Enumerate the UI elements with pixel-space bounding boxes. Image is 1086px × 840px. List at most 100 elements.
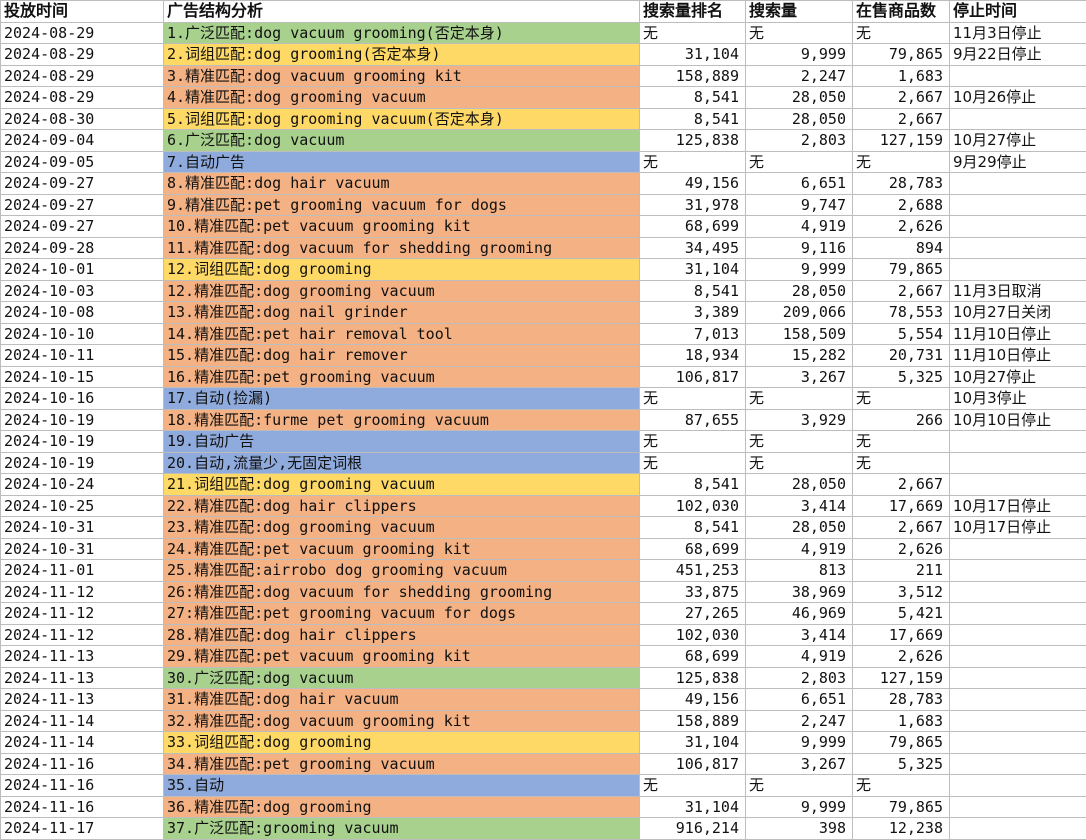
cell-ad-structure[interactable]: 12.词组匹配:dog grooming	[164, 259, 640, 281]
cell-stop-time[interactable]	[950, 732, 1086, 754]
cell-ad-structure[interactable]: 14.精准匹配:pet hair removal tool	[164, 323, 640, 345]
cell-goods-count[interactable]: 5,421	[853, 603, 950, 625]
cell-date[interactable]: 2024-10-19	[1, 409, 164, 431]
cell-stop-time[interactable]	[950, 603, 1086, 625]
cell-date[interactable]: 2024-08-29	[1, 87, 164, 109]
cell-goods-count[interactable]: 78,553	[853, 302, 950, 324]
cell-search-rank[interactable]: 无	[640, 22, 746, 44]
cell-date[interactable]: 2024-11-17	[1, 818, 164, 840]
cell-date[interactable]: 2024-08-29	[1, 65, 164, 87]
cell-goods-count[interactable]: 无	[853, 388, 950, 410]
cell-ad-structure[interactable]: 19.自动广告	[164, 431, 640, 453]
cell-date[interactable]: 2024-09-04	[1, 130, 164, 152]
cell-search-volume[interactable]: 398	[746, 818, 853, 840]
cell-search-volume[interactable]: 3,414	[746, 495, 853, 517]
cell-ad-structure[interactable]: 36.精准匹配:dog grooming	[164, 796, 640, 818]
cell-search-volume[interactable]: 2,247	[746, 710, 853, 732]
cell-search-rank[interactable]: 68,699	[640, 538, 746, 560]
cell-ad-structure[interactable]: 15.精准匹配:dog hair remover	[164, 345, 640, 367]
cell-search-volume[interactable]: 38,969	[746, 581, 853, 603]
cell-ad-structure[interactable]: 1.广泛匹配:dog vacuum grooming(否定本身)	[164, 22, 640, 44]
header-search-volume[interactable]: 搜索量	[746, 1, 853, 23]
cell-search-volume[interactable]: 4,919	[746, 538, 853, 560]
cell-ad-structure[interactable]: 9.精准匹配:pet grooming vacuum for dogs	[164, 194, 640, 216]
cell-ad-structure[interactable]: 2.词组匹配:dog grooming(否定本身)	[164, 44, 640, 66]
cell-date[interactable]: 2024-08-29	[1, 44, 164, 66]
cell-goods-count[interactable]: 2,626	[853, 538, 950, 560]
cell-stop-time[interactable]	[950, 194, 1086, 216]
cell-search-volume[interactable]: 28,050	[746, 517, 853, 539]
header-search-rank[interactable]: 搜索量排名	[640, 1, 746, 23]
cell-stop-time[interactable]: 11月3日取消	[950, 280, 1086, 302]
cell-stop-time[interactable]	[950, 431, 1086, 453]
cell-search-rank[interactable]: 31,104	[640, 44, 746, 66]
header-ad-structure[interactable]: 广告结构分析	[164, 1, 640, 23]
cell-date[interactable]: 2024-11-12	[1, 624, 164, 646]
cell-ad-structure[interactable]: 28.精准匹配:dog hair clippers	[164, 624, 640, 646]
cell-ad-structure[interactable]: 22.精准匹配:dog hair clippers	[164, 495, 640, 517]
cell-search-volume[interactable]: 2,247	[746, 65, 853, 87]
cell-search-rank[interactable]: 34,495	[640, 237, 746, 259]
cell-date[interactable]: 2024-10-24	[1, 474, 164, 496]
cell-ad-structure[interactable]: 5.词组匹配:dog grooming vacuum(否定本身)	[164, 108, 640, 130]
cell-goods-count[interactable]: 2,667	[853, 280, 950, 302]
cell-ad-structure[interactable]: 16.精准匹配:pet grooming vacuum	[164, 366, 640, 388]
cell-date[interactable]: 2024-11-12	[1, 603, 164, 625]
header-stop-time[interactable]: 停止时间	[950, 1, 1086, 23]
cell-stop-time[interactable]: 10月27停止	[950, 366, 1086, 388]
cell-goods-count[interactable]: 无	[853, 151, 950, 173]
cell-search-rank[interactable]: 8,541	[640, 474, 746, 496]
cell-ad-structure[interactable]: 31.精准匹配:dog hair vacuum	[164, 689, 640, 711]
cell-date[interactable]: 2024-11-01	[1, 560, 164, 582]
cell-search-volume[interactable]: 6,651	[746, 689, 853, 711]
cell-goods-count[interactable]: 1,683	[853, 65, 950, 87]
cell-goods-count[interactable]: 79,865	[853, 732, 950, 754]
cell-stop-time[interactable]	[950, 538, 1086, 560]
cell-ad-structure[interactable]: 29.精准匹配:pet vacuum grooming kit	[164, 646, 640, 668]
cell-date[interactable]: 2024-09-27	[1, 216, 164, 238]
cell-search-rank[interactable]: 49,156	[640, 689, 746, 711]
cell-search-volume[interactable]: 无	[746, 452, 853, 474]
cell-goods-count[interactable]: 1,683	[853, 710, 950, 732]
header-date[interactable]: 投放时间	[1, 1, 164, 23]
cell-search-volume[interactable]: 28,050	[746, 474, 853, 496]
cell-stop-time[interactable]	[950, 237, 1086, 259]
cell-ad-structure[interactable]: 6.广泛匹配:dog vacuum	[164, 130, 640, 152]
cell-goods-count[interactable]: 266	[853, 409, 950, 431]
cell-date[interactable]: 2024-10-15	[1, 366, 164, 388]
cell-search-rank[interactable]: 8,541	[640, 280, 746, 302]
cell-date[interactable]: 2024-09-05	[1, 151, 164, 173]
cell-goods-count[interactable]: 79,865	[853, 44, 950, 66]
cell-search-volume[interactable]: 15,282	[746, 345, 853, 367]
cell-date[interactable]: 2024-10-31	[1, 517, 164, 539]
cell-search-rank[interactable]: 49,156	[640, 173, 746, 195]
cell-stop-time[interactable]	[950, 646, 1086, 668]
cell-stop-time[interactable]	[950, 474, 1086, 496]
cell-ad-structure[interactable]: 18.精准匹配:furme pet grooming vacuum	[164, 409, 640, 431]
cell-search-volume[interactable]: 2,803	[746, 130, 853, 152]
cell-search-rank[interactable]: 31,104	[640, 732, 746, 754]
cell-date[interactable]: 2024-08-30	[1, 108, 164, 130]
cell-search-rank[interactable]: 106,817	[640, 366, 746, 388]
cell-date[interactable]: 2024-08-29	[1, 22, 164, 44]
cell-date[interactable]: 2024-10-31	[1, 538, 164, 560]
cell-stop-time[interactable]: 11月10日停止	[950, 345, 1086, 367]
cell-search-rank[interactable]: 158,889	[640, 65, 746, 87]
cell-goods-count[interactable]: 28,783	[853, 689, 950, 711]
cell-date[interactable]: 2024-10-25	[1, 495, 164, 517]
cell-goods-count[interactable]: 5,325	[853, 366, 950, 388]
cell-search-volume[interactable]: 无	[746, 775, 853, 797]
cell-search-volume[interactable]: 9,999	[746, 44, 853, 66]
cell-goods-count[interactable]: 2,667	[853, 87, 950, 109]
cell-search-rank[interactable]: 27,265	[640, 603, 746, 625]
cell-goods-count[interactable]: 127,159	[853, 130, 950, 152]
cell-search-volume[interactable]: 3,414	[746, 624, 853, 646]
cell-ad-structure[interactable]: 25.精准匹配:airrobo dog grooming vacuum	[164, 560, 640, 582]
cell-ad-structure[interactable]: 10.精准匹配:pet vacuum grooming kit	[164, 216, 640, 238]
cell-ad-structure[interactable]: 13.精准匹配:dog nail grinder	[164, 302, 640, 324]
cell-ad-structure[interactable]: 21.词组匹配:dog grooming vacuum	[164, 474, 640, 496]
cell-goods-count[interactable]: 5,554	[853, 323, 950, 345]
cell-date[interactable]: 2024-11-16	[1, 753, 164, 775]
cell-stop-time[interactable]	[950, 775, 1086, 797]
cell-ad-structure[interactable]: 24.精准匹配:pet vacuum grooming kit	[164, 538, 640, 560]
